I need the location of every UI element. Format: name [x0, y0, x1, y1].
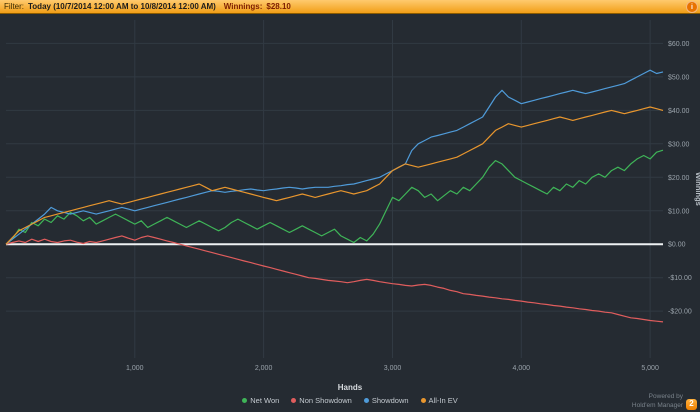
x-axis-title: Hands [337, 383, 363, 392]
svg-text:$60.00: $60.00 [668, 41, 690, 48]
winnings-label: Winnings: [223, 2, 263, 11]
legend-label: Non Showdown [299, 396, 352, 405]
svg-text:$50.00: $50.00 [668, 74, 690, 81]
svg-text:1,000: 1,000 [126, 365, 144, 372]
legend-label: Net Won [250, 396, 280, 405]
svg-text:$40.00: $40.00 [668, 108, 690, 115]
winnings-chart[interactable]: -$20.00 -$10.00 $0.00 $10.00 $20.00 $30.00 $40… [0, 14, 700, 382]
winnings-value: $28.10 [266, 2, 291, 11]
svg-text:5,000: 5,000 [641, 365, 659, 372]
svg-text:$30.00: $30.00 [668, 141, 690, 148]
chart-area: -$20.00 -$10.00 $0.00 $10.00 $20.00 $30.00 $40… [0, 14, 700, 382]
legend-dot-icon [420, 398, 426, 403]
legend: Net Won Non Showdown Showdown All-In EV [0, 394, 700, 407]
svg-text:3,000: 3,000 [384, 365, 402, 372]
svg-text:$20.00: $20.00 [668, 175, 690, 182]
legend-item-all-in-ev[interactable]: All-In EV [420, 396, 458, 405]
footer: Powered by Hold'em Manager 2 [632, 393, 697, 410]
svg-text:-$20.00: -$20.00 [668, 309, 692, 316]
svg-text:$10.00: $10.00 [668, 208, 690, 215]
svg-text:$0.00: $0.00 [668, 242, 686, 249]
hm2-badge-icon: 2 [686, 399, 697, 410]
legend-dot-icon [242, 398, 248, 403]
filter-value[interactable]: Today (10/7/2014 12:00 AM to 10/8/2014 1… [28, 2, 216, 11]
svg-text:2,000: 2,000 [255, 365, 273, 372]
legend-item-showdown[interactable]: Showdown [363, 396, 409, 405]
legend-label: Showdown [371, 396, 409, 405]
svg-text:4,000: 4,000 [513, 365, 531, 372]
app-name: Hold'em Manager [631, 401, 683, 409]
legend-item-non-showdown[interactable]: Non Showdown [291, 396, 352, 405]
powered-by-label: Powered by [648, 393, 683, 401]
info-icon[interactable]: i [686, 1, 698, 13]
filter-label: Filter: [4, 2, 24, 11]
filter-bar: Filter: Today (10/7/2014 12:00 AM to 10/… [0, 0, 700, 14]
svg-text:Winnings: Winnings [694, 172, 700, 206]
legend-dot-icon [291, 398, 297, 403]
legend-item-net-won[interactable]: Net Won [242, 396, 279, 405]
svg-text:-$10.00: -$10.00 [668, 275, 692, 282]
legend-label: All-In EV [428, 396, 458, 405]
legend-dot-icon [363, 398, 369, 403]
